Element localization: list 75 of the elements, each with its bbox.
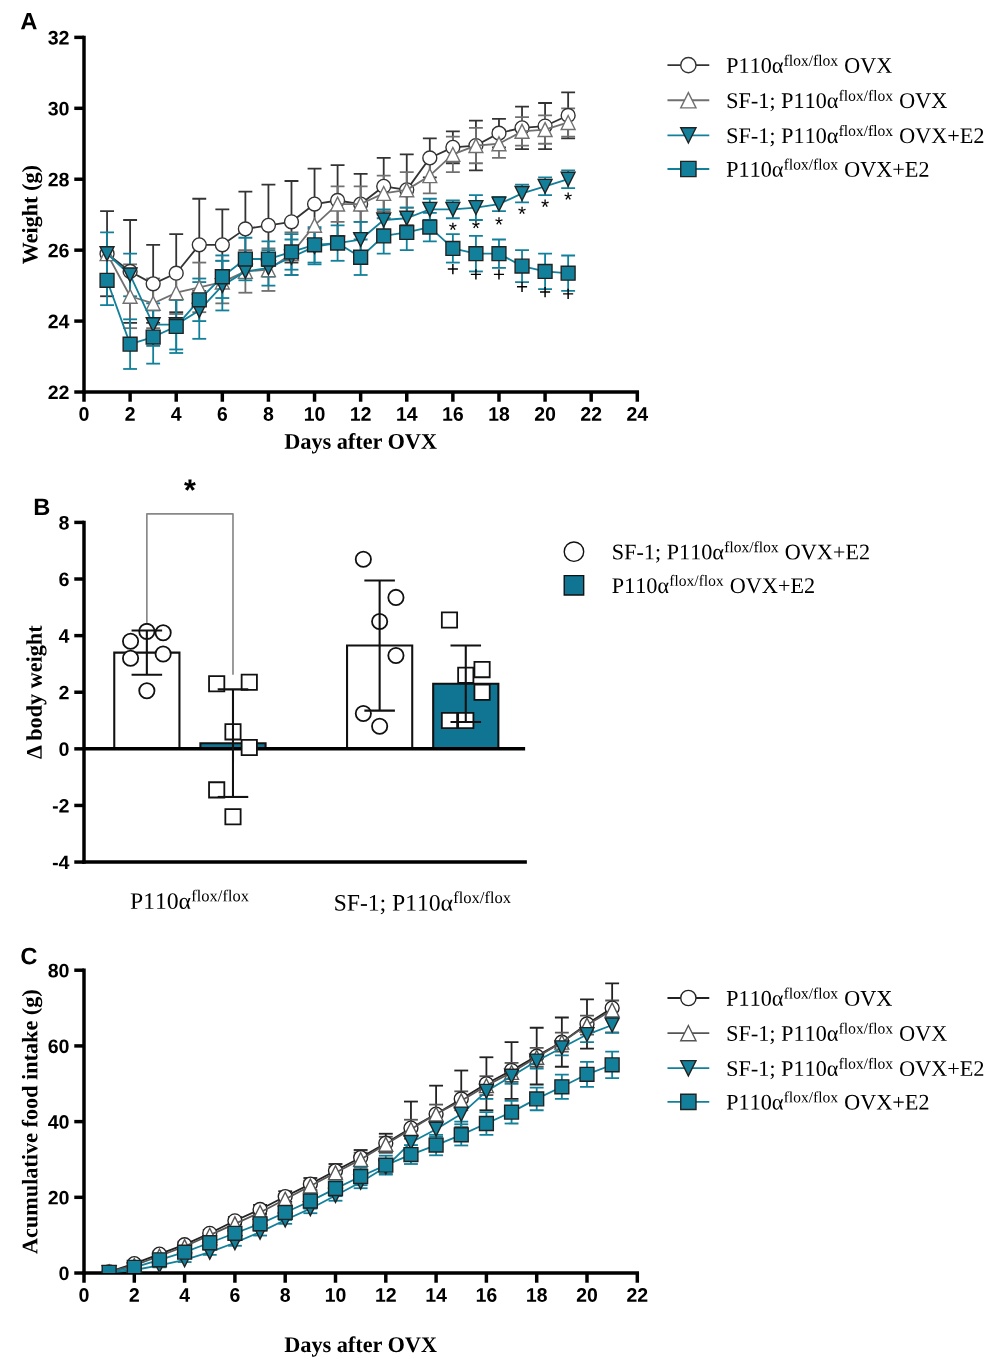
annotation: * xyxy=(449,222,457,230)
y-axis-title: Acumulative food intake (g) xyxy=(21,990,43,1254)
x-tick-label: 20 xyxy=(576,1288,598,1302)
annotation: * xyxy=(564,192,572,200)
y-tick-label: 32 xyxy=(48,30,69,45)
x-tick-label: 8 xyxy=(263,407,274,421)
y-axis-title: Weight (g) xyxy=(21,165,43,265)
x-axis-title: Days after OVX xyxy=(284,433,437,454)
x-tick-label: 4 xyxy=(171,407,182,421)
legend-label: P110α$^{flox/flox}$ OVX+E2 xyxy=(726,158,929,177)
annotation: + xyxy=(447,263,458,275)
annotation: * xyxy=(541,199,549,207)
x-tick-label: 10 xyxy=(304,407,325,421)
x-tick-label: 6 xyxy=(217,407,228,421)
x-tick-label: 12 xyxy=(376,1288,396,1302)
text: A xyxy=(20,13,37,30)
annotation: * xyxy=(495,217,503,225)
y-tick-label: 26 xyxy=(48,243,69,258)
text: C xyxy=(21,947,37,965)
x-tick-label: 22 xyxy=(581,407,602,421)
x-tick-label: 6 xyxy=(230,1288,240,1302)
x-tick-label: 20 xyxy=(534,407,556,421)
y-tick-label: -4 xyxy=(52,855,70,870)
x-tick-label: 22 xyxy=(627,1288,648,1302)
x-tick-label: 10 xyxy=(325,1288,346,1302)
x-tick-label: 8 xyxy=(280,1288,291,1302)
x-tick-label: 2 xyxy=(125,407,135,421)
y-tick-label: 60 xyxy=(48,1039,69,1054)
annotation: + xyxy=(516,281,528,292)
x-tick-label: 18 xyxy=(527,1288,547,1302)
x-tick-label: SF-1; P110α$^{flox/flox}$ xyxy=(335,891,511,915)
y-axis-title: Δ body weight xyxy=(26,625,47,759)
y-tick-label: 0 xyxy=(59,1266,69,1281)
x-tick-label: 4 xyxy=(179,1288,190,1302)
y-tick-label: 80 xyxy=(48,963,69,978)
legend-label: SF-1; P110α$^{flox/flox}$ OVX xyxy=(727,1022,947,1045)
legend-label: SF-1; P110α$^{flox/flox}$ OVX+E2 xyxy=(727,124,984,147)
legend-label: P110α$^{flox/flox}$ OVX xyxy=(726,987,892,1006)
y-tick-label: 0 xyxy=(59,742,69,757)
legend-label: P110α$^{flox/flox}$ OVX xyxy=(726,54,892,74)
legend-label: SF-1; P110α$^{flox/flox}$ OVX+E2 xyxy=(613,541,869,563)
x-tick-label: 24 xyxy=(627,407,649,421)
x-tick-label: 12 xyxy=(351,407,371,421)
y-tick-label: 4 xyxy=(58,629,70,643)
x-tick-label: 2 xyxy=(129,1288,139,1302)
annotation: + xyxy=(470,269,481,280)
y-tick-label: 40 xyxy=(48,1115,69,1129)
x-tick-label: 0 xyxy=(79,1288,89,1302)
y-tick-label: -2 xyxy=(52,798,69,813)
x-tick-label: 18 xyxy=(489,407,510,421)
legend-label: SF-1; P110α$^{flox/flox}$ OVX+E2 xyxy=(727,1057,984,1080)
y-tick-label: 2 xyxy=(59,685,69,700)
x-axis-title: Days after OVX xyxy=(284,1336,437,1357)
y-tick-label: 20 xyxy=(48,1190,69,1205)
x-tick-label: 14 xyxy=(426,1288,447,1302)
y-tick-label: 24 xyxy=(48,314,70,329)
annotation: + xyxy=(493,269,505,280)
text: * xyxy=(184,479,196,491)
x-tick-label: 14 xyxy=(397,407,418,421)
x-tick-label: 16 xyxy=(443,407,463,421)
text: B xyxy=(34,498,50,515)
legend-label: P110α$^{flox/flox}$ OVX+E2 xyxy=(612,574,814,594)
x-tick-label: 0 xyxy=(79,407,89,421)
y-tick-label: 6 xyxy=(59,572,69,587)
y-tick-label: 30 xyxy=(48,101,69,116)
y-tick-label: 28 xyxy=(48,172,69,187)
legend-label: P110α$^{flox/flox}$ OVX+E2 xyxy=(726,1091,929,1110)
y-tick-label: 8 xyxy=(59,515,69,530)
annotation: * xyxy=(518,206,526,214)
annotation: * xyxy=(472,220,480,229)
legend-label: SF-1; P110α$^{flox/flox}$ OVX xyxy=(727,89,947,112)
annotation: + xyxy=(540,287,551,298)
x-tick-label: 16 xyxy=(476,1288,497,1302)
x-tick-label: P110α$^{flox/flox}$ xyxy=(130,889,249,910)
y-tick-label: 22 xyxy=(48,385,69,400)
